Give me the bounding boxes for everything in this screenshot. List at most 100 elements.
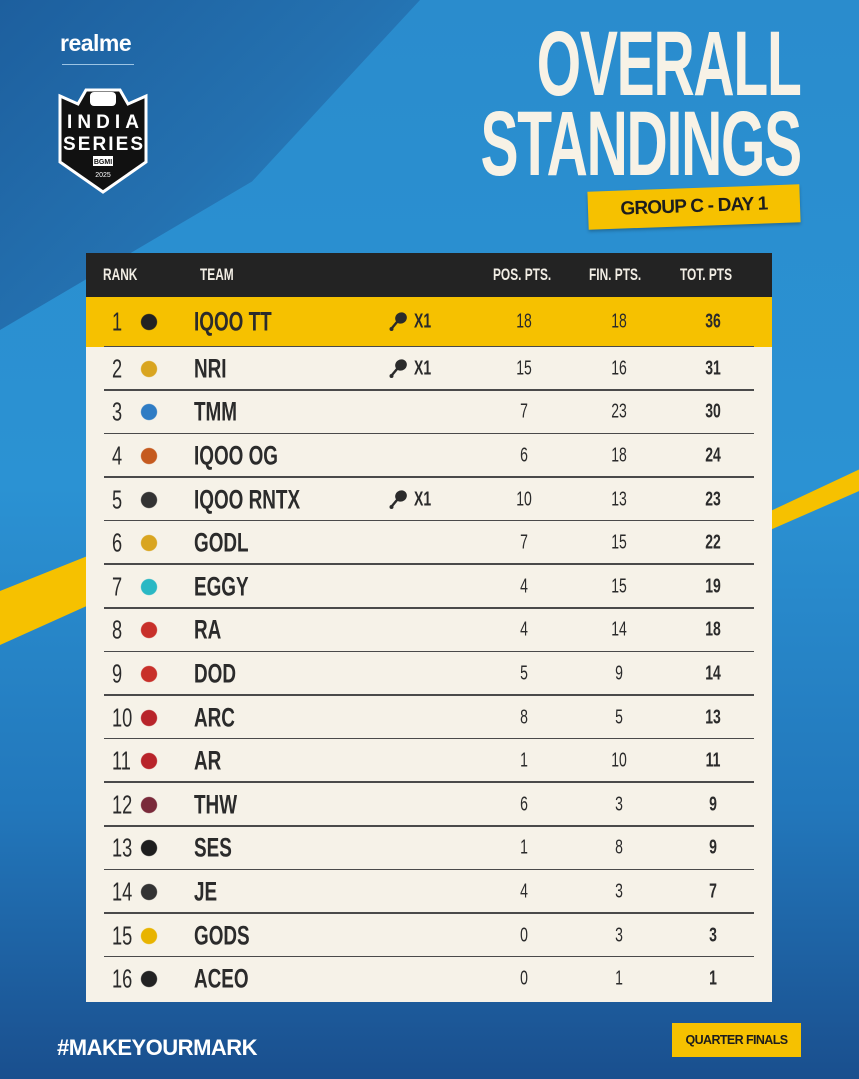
total-points: 24 [705,444,721,467]
table-row: 9 DOD 5 9 14 [86,652,772,696]
rank: 13 [112,832,133,863]
rank: 15 [112,920,133,951]
team-name: TMM [194,396,238,427]
page-title-line1: OVERALL [537,13,802,115]
team-logo-icon [136,706,162,729]
chicken-dinner-count: X1 [414,310,432,333]
total-points: 14 [705,662,721,685]
team-name: THW [194,789,238,820]
rank: 11 [112,745,131,776]
standings-table: RANK TEAM POS. PTS. FIN. PTS. TOT. PTS 1… [86,253,772,1002]
total-points: 13 [705,706,721,729]
position-points: 4 [520,618,528,641]
finish-points: 14 [611,618,627,641]
team-name: GODS [194,920,250,951]
finish-points: 1 [615,967,623,990]
total-points: 19 [705,575,721,598]
rank: 6 [112,527,123,558]
position-points: 0 [520,967,528,990]
logo-text-year: 2025 [95,172,111,179]
table-row: 14 JE 4 3 7 [86,870,772,914]
position-points: 5 [520,662,528,685]
header-rank: RANK [103,265,138,284]
total-points: 22 [705,531,721,554]
position-points: 10 [516,488,532,511]
row-divider [104,781,754,783]
row-divider [104,825,754,827]
team-name: DOD [194,658,236,689]
finish-points: 18 [611,444,627,467]
table-row: 3 TMM 7 23 30 [86,391,772,435]
finish-points: 5 [615,706,623,729]
team-logo-icon [136,488,162,511]
row-divider [104,389,754,391]
chicken-dinner-count: X1 [414,488,432,511]
finish-points: 15 [611,575,627,598]
table-row: 7 EGGY 4 15 19 [86,565,772,609]
table-row: 13 SES 1 8 9 [86,827,772,871]
finish-points: 10 [611,749,627,772]
rank: 4 [112,440,123,471]
row-divider [104,345,754,347]
total-points: 3 [709,924,717,947]
team-name: EGGY [194,571,249,602]
position-points: 0 [520,924,528,947]
total-points: 9 [709,793,717,816]
divider [62,64,134,65]
rank: 2 [112,353,123,384]
total-points: 9 [709,836,717,859]
table-row: 12 THW 6 3 9 [86,783,772,827]
table-row: 5 IQOO RNTX X1 10 13 23 [86,478,772,522]
total-points: 30 [705,400,721,423]
row-divider [104,694,754,696]
header-team: TEAM [200,265,234,284]
team-name: AR [194,745,222,776]
position-points: 8 [520,706,528,729]
team-name: IQOO RNTX [194,484,301,515]
rank: 9 [112,658,123,689]
total-points: 1 [709,967,717,990]
chicken-dinner-icon [388,358,408,380]
team-logo-icon [136,401,162,424]
row-divider [104,607,754,609]
logo-text-india: INDIA [67,112,139,133]
team-logo-icon [136,837,162,860]
logo-text-series: SERIES [63,134,143,155]
team-logo-icon [136,619,162,642]
position-points: 7 [520,531,528,554]
position-points: 4 [520,575,528,598]
team-logo-icon [136,444,162,467]
team-name: ARC [194,702,235,733]
position-points: 1 [520,749,528,772]
row-divider [104,432,754,435]
header-tot-pts: TOT. PTS [680,265,733,284]
row-divider [104,476,754,478]
team-logo-icon [136,793,162,816]
rank: 12 [112,789,133,820]
team-logo-icon [136,311,162,333]
brand-logo: realme [60,30,132,56]
position-points: 4 [520,880,528,903]
team-name: JE [194,876,218,907]
row-divider [104,650,754,653]
position-points: 6 [520,444,528,467]
table-row: 15 GODS 0 3 3 [86,914,772,958]
position-points: 15 [516,357,532,380]
subtitle-badge: GROUP C - DAY 1 [587,184,801,230]
finish-points: 3 [615,880,623,903]
team-name: ACEO [194,963,249,994]
rank: 16 [112,963,133,994]
total-points: 18 [705,618,721,641]
rank: 8 [112,614,123,645]
rank: 5 [112,484,123,515]
total-points: 36 [705,310,721,333]
table-row: 6 GODL 7 15 22 [86,521,772,565]
team-name: IQOO TT [194,306,272,337]
chicken-dinner-icon [388,311,408,333]
team-name: IQOO OG [194,440,279,471]
total-points: 31 [705,357,721,380]
team-logo-icon [136,662,162,685]
row-divider [104,519,754,522]
table-row: 16 ACEO 0 1 1 [86,957,772,1001]
finish-points: 16 [611,357,627,380]
